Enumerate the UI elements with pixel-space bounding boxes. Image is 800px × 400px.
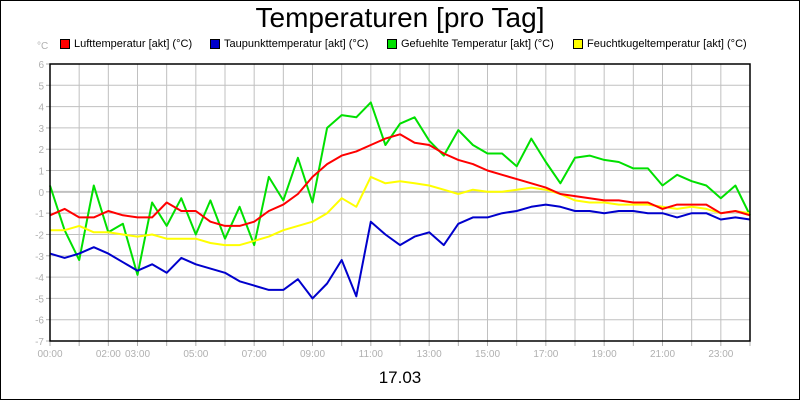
legend-swatch-yellow bbox=[573, 39, 583, 49]
y-tick-label: -1 bbox=[35, 209, 44, 220]
legend-label: Lufttemperatur [akt] (°C) bbox=[74, 38, 193, 50]
x-tick-label: 03:00 bbox=[125, 349, 150, 360]
legend-item-gefuehlte-temperatur: Gefuehlte Temperatur [akt] (°C) bbox=[387, 38, 554, 50]
legend-swatch-green bbox=[387, 39, 397, 49]
y-tick-label: 6 bbox=[38, 60, 44, 71]
series-line bbox=[50, 175, 751, 247]
chart-title: Temperaturen [pro Tag] bbox=[255, 2, 545, 33]
x-tick-label: 17:00 bbox=[533, 349, 558, 360]
y-tick-label: -5 bbox=[35, 294, 44, 305]
data-lines bbox=[49, 101, 751, 300]
plot-border bbox=[49, 63, 751, 342]
series-line bbox=[49, 101, 751, 276]
legend-item-taupunkttemperatur: Taupunkttemperatur [akt] (°C) bbox=[210, 38, 368, 50]
y-tick-label: -4 bbox=[35, 273, 44, 284]
y-tick-label: 5 bbox=[38, 81, 44, 92]
legend-label: Taupunkttemperatur [akt] (°C) bbox=[224, 38, 369, 50]
y-tick-label: 2 bbox=[38, 145, 44, 156]
legend-swatch-blue bbox=[210, 39, 220, 49]
y-tick-label: 0 bbox=[38, 188, 44, 199]
legend-item-lufttemperatur: Lufttemperatur [akt] (°C) bbox=[60, 38, 192, 50]
y-tick-label: -6 bbox=[35, 316, 44, 327]
legend-item-feuchtkugeltemperatur: Feuchtkugeltemperatur [akt] (°C) bbox=[573, 38, 747, 50]
y-tick-label: -3 bbox=[35, 252, 44, 263]
y-axis-unit: °C bbox=[37, 41, 49, 52]
y-tick-label: 1 bbox=[38, 167, 44, 178]
y-tick-label: 4 bbox=[38, 103, 44, 114]
y-tick-label: -2 bbox=[35, 230, 44, 241]
legend-swatch-red bbox=[60, 39, 70, 49]
x-tick-label: 00:00 bbox=[37, 349, 62, 360]
x-tick-label: 13:00 bbox=[417, 349, 442, 360]
y-tick-label: 3 bbox=[38, 124, 44, 135]
legend-label: Gefuehlte Temperatur [akt] (°C) bbox=[401, 38, 554, 50]
x-tick-label: 19:00 bbox=[592, 349, 617, 360]
y-tick-label: -7 bbox=[35, 337, 44, 348]
x-tick-label: 23:00 bbox=[708, 349, 733, 360]
x-tick-label: 15:00 bbox=[475, 349, 500, 360]
x-tick-label: 21:00 bbox=[650, 349, 675, 360]
x-axis-date-label: 17.03 bbox=[378, 368, 422, 387]
legend-label: Feuchtkugeltemperatur [akt] (°C) bbox=[587, 38, 747, 50]
series-line bbox=[49, 133, 751, 227]
x-tick-label: 05:00 bbox=[183, 349, 208, 360]
axis-ticks: -7 -6 -5 -4 -3 -2 -1 0 1 2 3 4 5 6 00:00 02:00 03:00 05:0… bbox=[35, 60, 751, 360]
x-tick-label: 09:00 bbox=[300, 349, 325, 360]
series-line bbox=[49, 203, 751, 300]
x-tick-label: 07:00 bbox=[242, 349, 267, 360]
x-tick-label: 02:00 bbox=[96, 349, 121, 360]
x-tick-label: 11:00 bbox=[359, 349, 384, 360]
